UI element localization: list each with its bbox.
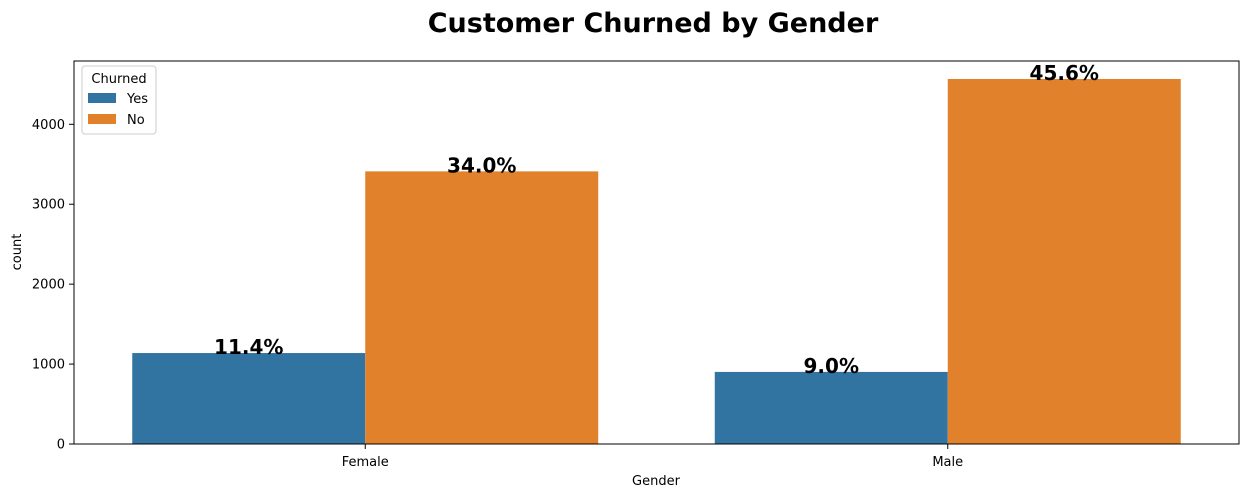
y-tick-label: 4000	[32, 118, 65, 133]
legend-swatch-no	[88, 114, 116, 124]
bar-no-male	[947, 78, 1181, 444]
data-label-no-male: 45.6%	[1030, 61, 1099, 85]
x-tick-label-female: Female	[342, 455, 389, 470]
bar-yes-male	[714, 371, 948, 444]
y-tick-label: 3000	[32, 198, 65, 213]
plot-area: 11.4% 9.0% 34.0% 45.6% 0 1000 2000 3000 4000 Fema…	[32, 60, 1240, 470]
data-label-no-female: 34.0%	[447, 153, 516, 177]
data-label-yes-female: 11.4%	[214, 335, 283, 359]
chart-legend: Churned Yes No	[81, 65, 157, 135]
axes-frame	[73, 60, 1240, 445]
legend-label-no: No	[127, 113, 145, 128]
legend-title: Churned	[91, 72, 146, 87]
y-tick-label: 2000	[32, 278, 65, 293]
chart-title: Customer Churned by Gender	[428, 8, 879, 39]
legend-swatch-yes	[88, 93, 116, 103]
legend-label-yes: Yes	[126, 92, 148, 107]
bar-yes-female	[132, 353, 366, 444]
x-tick-label-male: Male	[932, 455, 963, 470]
y-axis-label: count	[10, 234, 25, 271]
x-axis-label: Gender	[632, 474, 681, 489]
bar-no-female	[365, 171, 599, 444]
y-tick-label: 1000	[32, 358, 65, 373]
y-tick-label: 0	[57, 438, 65, 453]
data-label-yes-male: 9.0%	[804, 354, 859, 378]
